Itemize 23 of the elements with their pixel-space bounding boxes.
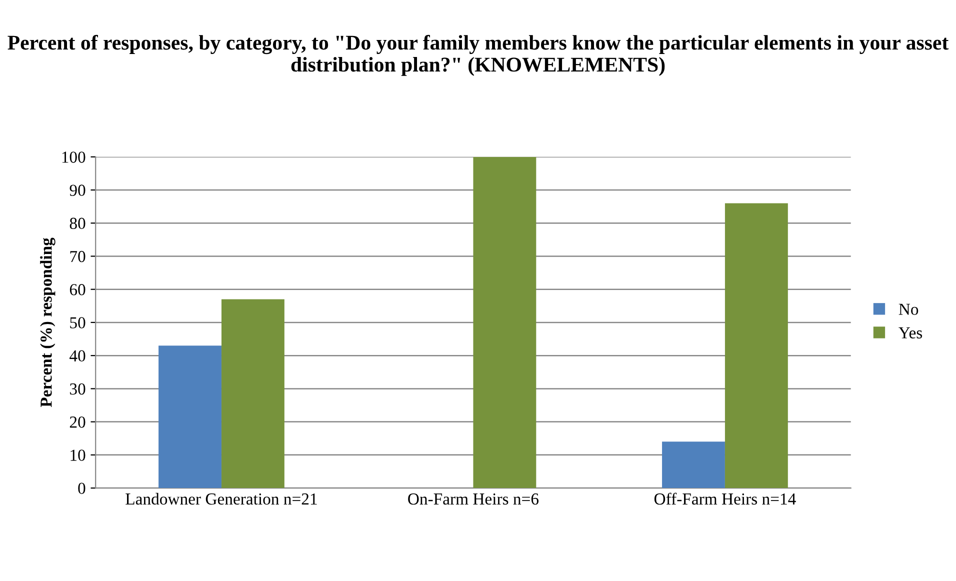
y-tick-label: 80 bbox=[70, 218, 86, 230]
y-tick-label: 40 bbox=[70, 350, 86, 362]
bar bbox=[221, 299, 284, 488]
bar bbox=[473, 156, 536, 488]
bar bbox=[724, 203, 788, 488]
y-tick-label: 90 bbox=[70, 184, 86, 196]
y-tick-label: 70 bbox=[70, 250, 86, 262]
x-tick-label: On-Farm Heirs n=6 bbox=[408, 493, 539, 505]
bar bbox=[662, 442, 725, 488]
legend-label: No bbox=[898, 304, 918, 315]
y-tick-label: 0 bbox=[78, 482, 86, 494]
x-tick-label: Landowner Generation n=21 bbox=[126, 492, 317, 505]
y-tick-label: 10 bbox=[70, 450, 86, 461]
y-tick-label: 30 bbox=[70, 383, 86, 395]
y-tick-label: 50 bbox=[70, 317, 86, 328]
y-tick-label: 20 bbox=[70, 416, 86, 428]
legend-label: Yes bbox=[898, 327, 922, 338]
chart-title: Percent of responses, by category, to "Do your family members know the particular elements in your asset distribution plan?" (KNOWELEMENTS) bbox=[8, 34, 949, 76]
y-tick-label: 100 bbox=[62, 152, 86, 163]
x-tick-label: Off-Farm Heirs n=14 bbox=[654, 492, 796, 505]
y-tick-label: 60 bbox=[70, 284, 86, 296]
y-axis-title: Percent (%) responding bbox=[40, 238, 56, 408]
bar bbox=[158, 346, 222, 488]
